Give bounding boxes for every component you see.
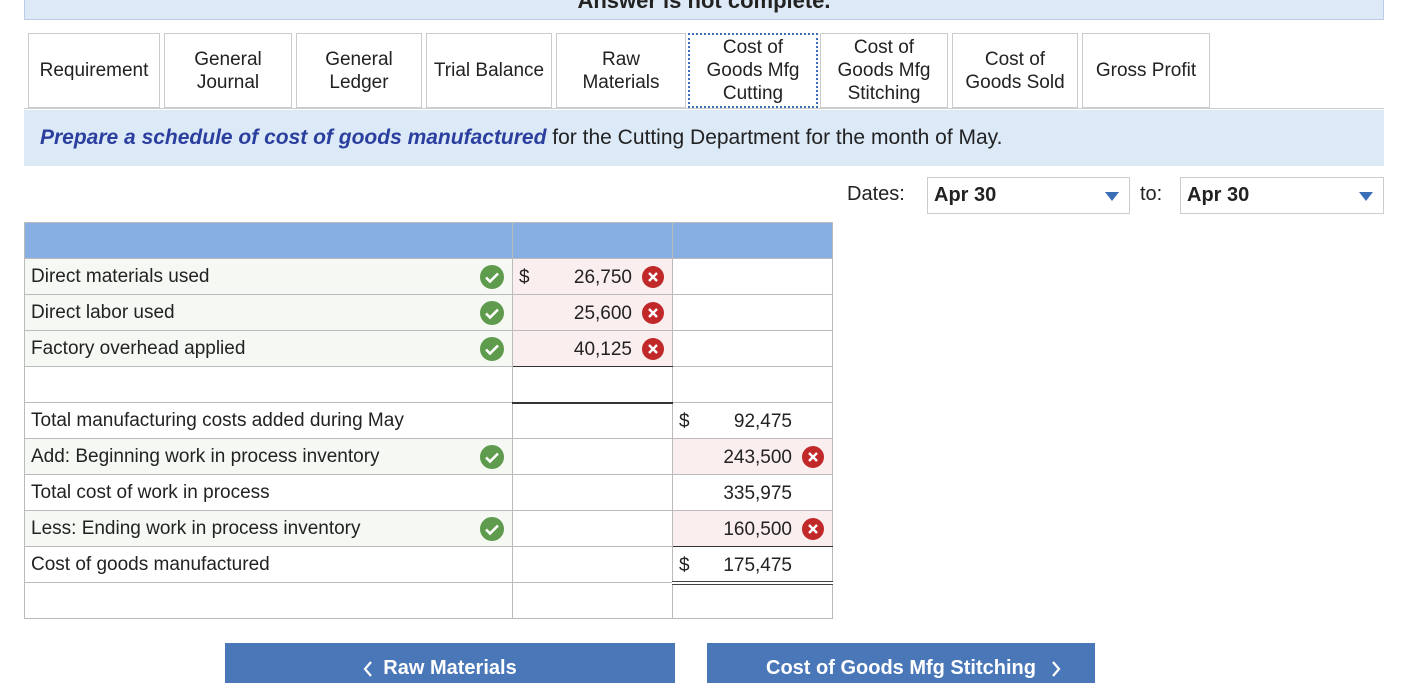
amount[interactable]: 26,750 — [573, 267, 632, 288]
next-label: Cost of Goods Mfg Stitching — [766, 657, 1036, 679]
check-icon — [480, 445, 504, 469]
date-value: Apr 30 — [1187, 184, 1250, 206]
currency: $ — [679, 555, 690, 576]
dropdown-arrow — [1359, 192, 1373, 201]
row: Add: Beginning work in process inventory… — [24, 438, 833, 475]
row-label: Total cost of work in process — [31, 481, 270, 503]
check-icon — [480, 265, 504, 289]
chevron-left — [363, 661, 372, 677]
chevron-right — [1052, 661, 1061, 677]
next-button[interactable]: Cost of Goods Mfg Stitching — [707, 643, 1095, 683]
tab[interactable]: Raw Materials — [556, 33, 686, 108]
row-label: Factory overhead applied — [31, 337, 246, 359]
blank-row — [24, 366, 833, 404]
amount: 175,475 — [723, 555, 792, 576]
row: Factory overhead applied 40,125 — [24, 330, 833, 367]
amount[interactable]: 243,500 — [723, 447, 792, 468]
check-icon — [480, 301, 504, 325]
currency: $ — [679, 411, 690, 432]
row: Direct labor used 25,600 — [24, 294, 833, 331]
prev-button[interactable]: Raw Materials — [225, 643, 675, 683]
tab[interactable]: Cost of Goods Mfg Stitching — [820, 33, 948, 108]
row-label: Direct labor used — [31, 301, 175, 323]
prev-label: Raw Materials — [383, 657, 517, 679]
schedule-table: Direct materials used $26,750 Direct lab… — [24, 222, 833, 619]
dates-label: Dates: — [847, 183, 905, 205]
check-icon — [480, 517, 504, 541]
to-label: to: — [1140, 183, 1163, 205]
row: Less: Ending work in process inventory 1… — [24, 510, 833, 547]
dropdown-arrow — [1105, 192, 1119, 201]
amount[interactable]: 160,500 — [723, 519, 792, 540]
date-select[interactable]: Apr 30 — [1180, 177, 1384, 214]
row: Direct materials used $26,750 — [24, 258, 833, 295]
tab-active[interactable]: Cost of Goods Mfg Cutting — [688, 33, 818, 108]
row: Total manufacturing costs added during M… — [24, 402, 833, 439]
error-icon — [802, 518, 824, 540]
tab[interactable]: Trial Balance — [426, 33, 552, 108]
instruction-emphasis: Prepare a schedule of cost of goods manu… — [40, 126, 547, 149]
error-icon — [802, 446, 824, 468]
date-select[interactable]: Apr 30 — [927, 177, 1130, 214]
instruction: Prepare a schedule of cost of goods manu… — [24, 110, 1384, 166]
currency: $ — [519, 267, 530, 288]
blank-row — [24, 582, 833, 619]
banner-text: Answer is not complete. — [577, 0, 831, 13]
row-label: Cost of goods manufactured — [31, 553, 270, 575]
row-label: Direct materials used — [31, 265, 210, 287]
error-icon — [642, 338, 664, 360]
header-row — [24, 222, 833, 259]
tab[interactable]: Gross Profit — [1082, 33, 1210, 108]
amount: 335,975 — [723, 483, 792, 504]
amount[interactable]: 40,125 — [573, 339, 632, 360]
error-icon — [642, 302, 664, 324]
tab[interactable]: General Journal — [164, 33, 292, 108]
amount: 92,475 — [733, 411, 792, 432]
row-label: Total manufacturing costs added during M… — [31, 409, 404, 431]
tab[interactable]: Cost of Goods Sold — [952, 33, 1078, 108]
row: Cost of goods manufactured $175,475 — [24, 546, 833, 585]
amount[interactable]: 25,600 — [573, 303, 632, 324]
tab[interactable]: Requirement — [28, 33, 160, 108]
instruction-text: for the Cutting Department for the month… — [546, 126, 1003, 149]
date-value: Apr 30 — [934, 184, 997, 206]
tab-divider — [24, 108, 1384, 109]
check-icon — [480, 337, 504, 361]
row: Total cost of work in process 335,975 — [24, 474, 833, 511]
status-banner: Answer is not complete. — [24, 0, 1384, 20]
error-icon — [642, 266, 664, 288]
row-label: Less: Ending work in process inventory — [31, 517, 361, 539]
tab[interactable]: General Ledger — [296, 33, 422, 108]
row-label: Add: Beginning work in process inventory — [31, 445, 380, 467]
